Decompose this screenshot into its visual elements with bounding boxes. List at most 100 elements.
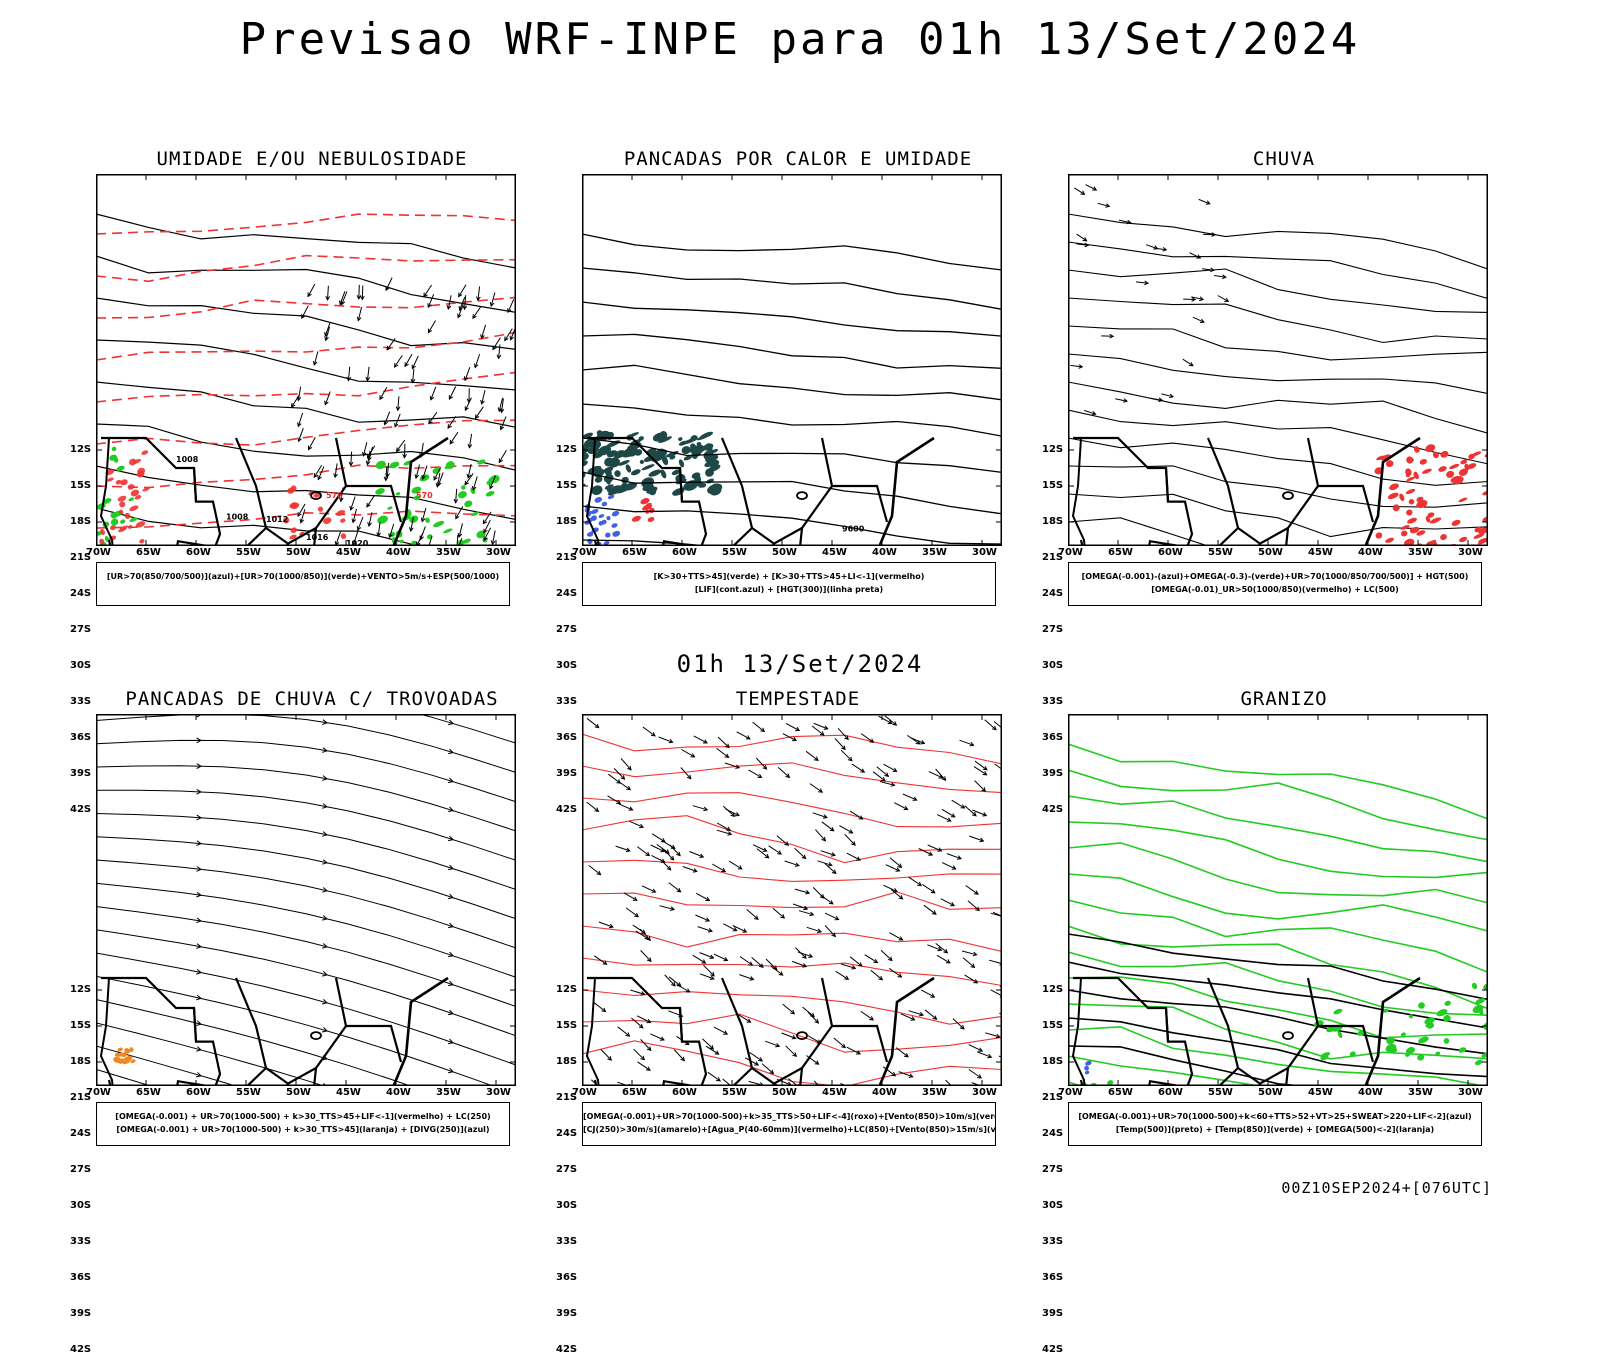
lat-tick-label: 18S — [556, 1056, 577, 1067]
lon-tick-label: 70W — [86, 1087, 111, 1098]
contour-label: 1008 — [226, 513, 249, 522]
lat-tick-label: 33S — [1042, 1236, 1063, 1247]
lon-tick-label: 50W — [286, 1087, 311, 1098]
lon-tick-label: 50W — [286, 547, 311, 558]
contour-label: 9600 — [842, 525, 865, 534]
lat-tick-label: 18S — [70, 1056, 91, 1067]
lat-tick-label: 27S — [70, 1164, 91, 1175]
lat-tick-label: 27S — [556, 624, 577, 635]
contour-label: 1008 — [176, 455, 199, 464]
lon-tick-label: 35W — [922, 1087, 947, 1098]
lon-tick-label: 45W — [336, 547, 361, 558]
lon-tick-label: 70W — [572, 1087, 597, 1098]
panel-legend: [OMEGA(-0.001)-(azul)+OMEGA(-0.3)-(verde… — [1068, 562, 1482, 606]
legend-line: [OMEGA(-0.01)_UR>50(1000/850)(vermelho) … — [1069, 583, 1481, 596]
legend-line: [CJ(250)>30m/s](amarelo)+[Agua_P(40-60mm… — [583, 1123, 995, 1136]
lon-tick-label: 55W — [1208, 1087, 1233, 1098]
lat-tick-label: 15S — [70, 480, 91, 491]
lat-tick-label: 12S — [1042, 444, 1063, 455]
panel-legend: [K>30+TTS>45](verde) + [K>30+TTS>45+LI<-… — [582, 562, 996, 606]
lon-tick-label: 30W — [1458, 1087, 1483, 1098]
panel-legend: [OMEGA(-0.001)+UR>70(1000-500)+k>35_TTS>… — [582, 1102, 996, 1146]
map-canvas: 9600960096009520952094409440936093609280… — [582, 174, 1002, 546]
lon-tick-label: 35W — [436, 1087, 461, 1098]
map-panel-chuva: CHUVA58558257957657357056756456155855555… — [1034, 148, 1534, 638]
lon-tick-label: 50W — [1258, 1087, 1283, 1098]
lon-tick-label: 50W — [772, 1087, 797, 1098]
lon-tick-label: 50W — [1258, 547, 1283, 558]
lat-tick-label: 27S — [1042, 624, 1063, 635]
lon-tick-label: 70W — [572, 547, 597, 558]
lat-tick-label: 39S — [70, 1308, 91, 1319]
lat-tick-label: 36S — [70, 1272, 91, 1283]
legend-line: [OMEGA(-0.001)+UR>70(1000-500)+k<60+TTS>… — [1069, 1110, 1481, 1123]
lon-tick-label: 30W — [972, 1087, 997, 1098]
lat-tick-label: 18S — [1042, 516, 1063, 527]
panel-title: CHUVA — [1034, 148, 1534, 170]
lon-tick-label: 45W — [822, 547, 847, 558]
lon-tick-label: 55W — [722, 547, 747, 558]
lon-tick-label: 55W — [1208, 547, 1233, 558]
lon-tick-label: 30W — [486, 1087, 511, 1098]
lat-tick-label: 30S — [70, 660, 91, 671]
lat-tick-label: 27S — [556, 1164, 577, 1175]
lat-tick-label: 39S — [556, 1308, 577, 1319]
lat-tick-label: 30S — [556, 1200, 577, 1211]
lat-tick-label: 42S — [556, 1344, 577, 1355]
lon-tick-label: 55W — [722, 1087, 747, 1098]
lon-tick-label: 65W — [622, 1087, 647, 1098]
lat-tick-label: 33S — [70, 1236, 91, 1247]
lat-tick-label: 12S — [556, 984, 577, 995]
lon-tick-label: 60W — [672, 547, 697, 558]
lat-tick-label: 15S — [556, 1020, 577, 1031]
lon-tick-label: 70W — [86, 547, 111, 558]
lon-tick-label: 40W — [386, 547, 411, 558]
contour-label: 1012 — [266, 515, 288, 524]
lat-tick-label: 33S — [556, 1236, 577, 1247]
lon-tick-label: 40W — [1358, 547, 1383, 558]
panel-title: PANCADAS POR CALOR E UMIDADE — [548, 148, 1048, 170]
lat-tick-label: 12S — [556, 444, 577, 455]
lon-tick-label: 55W — [236, 547, 261, 558]
lat-tick-label: 24S — [556, 1128, 577, 1139]
lat-tick-label: 24S — [556, 588, 577, 599]
contour-label: 576 — [326, 491, 343, 500]
lon-tick-label: 30W — [972, 547, 997, 558]
legend-line: [Temp(500)](preto) + [Temp(850)](verde) … — [1069, 1123, 1481, 1136]
lon-tick-label: 35W — [1408, 1087, 1433, 1098]
lat-tick-label: 18S — [1042, 1056, 1063, 1067]
lat-tick-label: 30S — [70, 1200, 91, 1211]
lon-tick-label: 40W — [872, 1087, 897, 1098]
lon-tick-label: 45W — [1308, 1087, 1333, 1098]
lat-tick-label: 24S — [70, 588, 91, 599]
lat-tick-label: 24S — [70, 1128, 91, 1139]
lon-tick-label: 40W — [872, 547, 897, 558]
panel-title: TEMPESTADE — [548, 688, 1048, 710]
lon-tick-label: 60W — [1158, 547, 1183, 558]
lat-tick-label: 42S — [1042, 1344, 1063, 1355]
panel-title: PANCADAS DE CHUVA C/ TROVOADAS — [62, 688, 562, 710]
lat-tick-label: 30S — [556, 660, 577, 671]
contour-label: 570 — [416, 491, 433, 500]
legend-line: [K>30+TTS>45](verde) + [K>30+TTS>45+LI<-… — [583, 570, 995, 583]
lon-tick-label: 35W — [436, 547, 461, 558]
map-panel-granizo: GRANIZO-12-15-18-21-2412151812-18-21-241… — [1034, 688, 1534, 1178]
legend-line: [OMEGA(-0.001) + UR>70(1000-500) + k>30_… — [97, 1110, 509, 1123]
lat-tick-label: 39S — [1042, 1308, 1063, 1319]
lat-tick-label: 18S — [70, 516, 91, 527]
lon-tick-label: 65W — [136, 1087, 161, 1098]
lat-tick-label: 15S — [70, 1020, 91, 1031]
legend-line: [OMEGA(-0.001)-(azul)+OMEGA(-0.3)-(verde… — [1069, 570, 1481, 583]
lat-tick-label: 27S — [70, 624, 91, 635]
main-title: Previsao WRF-INPE para 01h 13/Set/2024 — [0, 14, 1600, 65]
lon-tick-label: 55W — [236, 1087, 261, 1098]
map-canvas: 1008100810121016101610201024101610201020… — [96, 174, 516, 546]
lat-tick-label: 27S — [1042, 1164, 1063, 1175]
contour-label: 1016 — [306, 533, 329, 542]
forecast-time-subtitle: 01h 13/Set/2024 — [0, 650, 1600, 678]
lat-tick-label: 30S — [1042, 1200, 1063, 1211]
lat-tick-label: 24S — [1042, 1128, 1063, 1139]
legend-line: [OMEGA(-0.001) + UR>70(1000-500) + k>30_… — [97, 1123, 509, 1136]
legend-line: [LIF](cont.azul) + [HGT(300)](linha pret… — [583, 583, 995, 596]
